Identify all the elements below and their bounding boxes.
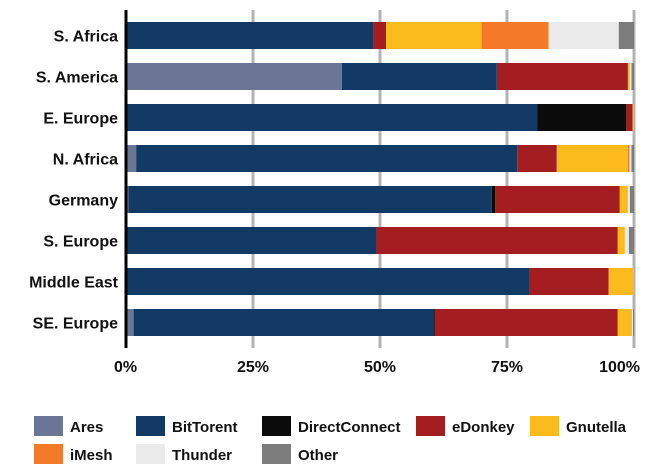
- category-label-3: N. Africa: [53, 152, 118, 169]
- x-tick-label-0: 0%: [114, 359, 137, 376]
- legend-swatch-other: [262, 444, 291, 464]
- x-tick-label-4: 100%: [599, 359, 640, 376]
- bar-segment-s-europe-bittorent: [126, 227, 377, 254]
- bar-segment-s-america-gnutella: [627, 63, 630, 90]
- bar-segment-se-europe-directconnect: [433, 309, 435, 336]
- bar-segment-n-africa-ares: [126, 145, 137, 172]
- bar-segment-e-europe-edonkey: [626, 104, 633, 131]
- bar-segment-n-africa-edonkey: [517, 145, 557, 172]
- legend-label-ares: Ares: [70, 419, 103, 436]
- legend: Ares BitTorent DirectConnect eDonkey Gnutell…: [34, 416, 627, 464]
- bar-segment-n-africa-other: [631, 145, 634, 172]
- bar-segment-germany-gnutella: [619, 186, 628, 213]
- legend-swatch-bittorent: [136, 416, 165, 436]
- bar-segment-s-africa-gnutella: [386, 22, 482, 49]
- bar-segment-s-africa-edonkey: [373, 22, 387, 49]
- x-tick-label-2: 50%: [364, 359, 396, 376]
- x-tick-label-1: 25%: [237, 359, 269, 376]
- legend-label-imesh: iMesh: [70, 447, 113, 464]
- category-label-5: S. Europe: [43, 234, 118, 251]
- legend-swatch-thunder: [136, 444, 165, 464]
- bar-segment-s-africa-imesh: [481, 22, 549, 49]
- bar-segment-n-africa-bittorent: [136, 145, 518, 172]
- legend-label-thunder: Thunder: [172, 447, 232, 464]
- bar-segment-s-america-ares: [126, 63, 342, 90]
- bar-segment-se-europe-bittorent: [133, 309, 434, 336]
- category-label-4: Germany: [49, 193, 118, 210]
- bar-segment-germany-directconnect: [491, 186, 496, 213]
- bar-segment-s-america-thunder: [629, 63, 632, 90]
- bar-segment-middle-east-gnutella: [608, 268, 634, 295]
- bar-segment-germany-other: [629, 186, 634, 213]
- bar-segment-s-africa-thunder: [548, 22, 619, 49]
- legend-swatch-ares: [34, 416, 63, 436]
- bar-segment-s-europe-edonkey: [376, 227, 618, 254]
- bar-segment-germany-thunder: [627, 186, 630, 213]
- legend-label-edonkey: eDonkey: [452, 419, 515, 436]
- bar-segment-s-africa-other: [618, 22, 634, 49]
- category-label-7: SE. Europe: [33, 316, 118, 333]
- bar-segment-germany-bittorent: [128, 186, 492, 213]
- bar-segment-s-europe-gnutella: [617, 227, 625, 254]
- bar-segment-n-africa-gnutella: [556, 145, 628, 172]
- bar-segment-s-america-edonkey: [496, 63, 628, 90]
- legend-swatch-imesh: [34, 444, 63, 464]
- bar-layer: [126, 22, 634, 336]
- label-layer: 0% 25% 50% 75% 100% S. Africa S. America E. Eur…: [29, 29, 640, 377]
- grid-layer: [251, 10, 636, 348]
- bar-segment-n-africa-thunder: [629, 145, 632, 172]
- bar-segment-se-europe-gnutella: [617, 309, 632, 336]
- category-label-1: S. America: [36, 70, 118, 87]
- bar-segment-s-africa-bittorent: [126, 22, 374, 49]
- bar-segment-s-europe-other: [628, 227, 634, 254]
- bar-segment-e-europe-gnutella: [632, 104, 634, 131]
- bar-segment-se-europe-edonkey: [434, 309, 618, 336]
- x-tick-label-3: 75%: [491, 359, 523, 376]
- legend-swatch-edonkey: [416, 416, 445, 436]
- bar-segment-se-europe-other: [632, 309, 634, 336]
- legend-label-other: Other: [298, 447, 338, 464]
- bar-segment-e-europe-directconnect: [537, 104, 627, 131]
- legend-label-gnutella: Gnutella: [566, 419, 627, 436]
- bar-segment-s-europe-thunder: [624, 227, 629, 254]
- legend-swatch-gnutella: [530, 416, 559, 436]
- bar-segment-se-europe-ares: [126, 309, 134, 336]
- bar-segment-se-europe-thunder: [631, 309, 633, 336]
- legend-label-directconnect: DirectConnect: [298, 419, 401, 436]
- bar-segment-e-europe-bittorent: [126, 104, 538, 131]
- category-label-6: Middle East: [29, 275, 119, 292]
- bar-segment-n-africa-imesh: [627, 145, 630, 172]
- category-label-2: E. Europe: [43, 111, 118, 128]
- bar-segment-middle-east-edonkey: [529, 268, 609, 295]
- bar-segment-s-america-bittorent: [341, 63, 497, 90]
- category-label-0: S. Africa: [54, 29, 118, 46]
- bar-segment-s-america-other: [631, 63, 634, 90]
- legend-label-bittorent: BitTorent: [172, 419, 238, 436]
- legend-swatch-directconnect: [262, 416, 291, 436]
- bar-segment-germany-edonkey: [495, 186, 620, 213]
- bar-segment-middle-east-bittorent: [126, 268, 530, 295]
